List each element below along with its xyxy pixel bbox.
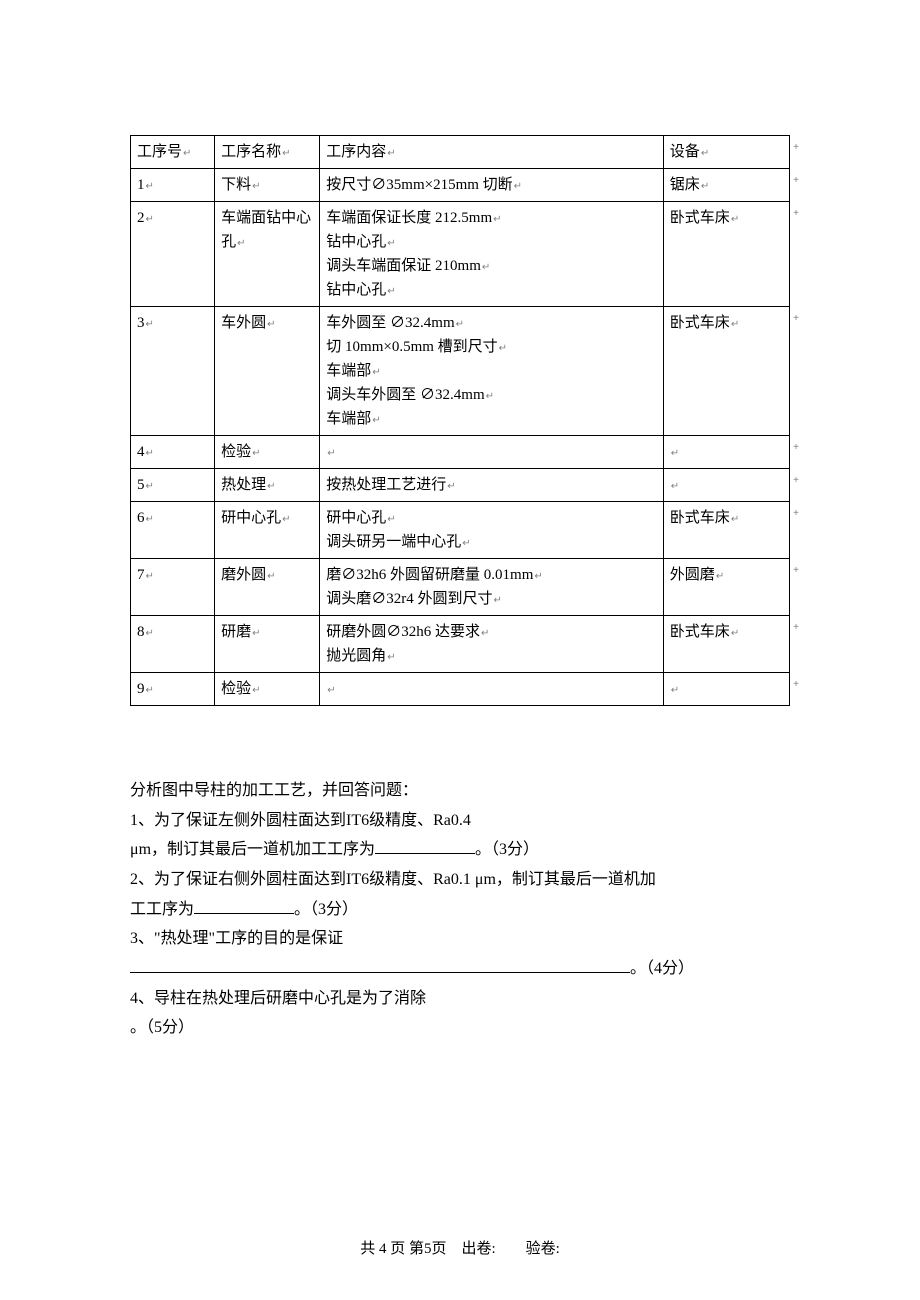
cell-num: 3↵ <box>131 307 215 436</box>
header-equip: 设备↵+ <box>663 136 789 169</box>
question-2-line1: 2、为了保证右侧外圆柱面达到IT6级精度、Ra0.1 μm，制订其最后一道机加 <box>130 865 790 895</box>
header-content: 工序内容↵ <box>320 136 664 169</box>
cell-content: 按尺寸∅35mm×215mm 切断↵ <box>320 169 664 202</box>
cell-content: 车端面保证长度 212.5mm↵钻中心孔↵调头车端面保证 210mm↵钻中心孔↵ <box>320 202 664 307</box>
table-row: 6↵研中心孔↵研中心孔↵调头研另一端中心孔↵卧式车床↵+ <box>131 502 790 559</box>
cell-content: 按热处理工艺进行↵ <box>320 469 664 502</box>
cell-name: 车端面钻中心孔↵ <box>215 202 320 307</box>
cell-num: 2↵ <box>131 202 215 307</box>
cell-num: 8↵ <box>131 616 215 673</box>
cell-equip: ↵+ <box>663 469 789 502</box>
questions-intro: 分析图中导柱的加工工艺，并回答问题： <box>130 776 790 806</box>
cell-content: 磨∅32h6 外圆留研磨量 0.01mm↵调头磨∅32r4 外圆到尺寸↵ <box>320 559 664 616</box>
plus-mark: + <box>793 140 799 156</box>
cell-name: 检验↵ <box>215 673 320 706</box>
question-2-line2: 工工序为。（3分） <box>130 895 790 925</box>
cell-content: 研中心孔↵调头研另一端中心孔↵ <box>320 502 664 559</box>
cell-name: 研中心孔↵ <box>215 502 320 559</box>
process-table: 工序号↵ 工序名称↵ 工序内容↵ 设备↵+ 1↵下料↵按尺寸∅35mm×215m… <box>130 135 790 706</box>
table-row: 4↵检验↵↵↵+ <box>131 436 790 469</box>
cell-equip: 外圆磨↵+ <box>663 559 789 616</box>
table-row: 2↵车端面钻中心孔↵车端面保证长度 212.5mm↵钻中心孔↵调头车端面保证 2… <box>131 202 790 307</box>
cell-num: 7↵ <box>131 559 215 616</box>
cell-num: 6↵ <box>131 502 215 559</box>
cell-equip: ↵+ <box>663 436 789 469</box>
cell-num: 4↵ <box>131 436 215 469</box>
cell-num: 5↵ <box>131 469 215 502</box>
cell-content: 研磨外圆∅32h6 达要求↵抛光圆角↵ <box>320 616 664 673</box>
cell-content: 车外圆至 ∅32.4mm↵切 10mm×0.5mm 槽到尺寸↵车端部↵调头车外圆… <box>320 307 664 436</box>
header-name: 工序名称↵ <box>215 136 320 169</box>
cell-content: ↵ <box>320 673 664 706</box>
cell-num: 9↵ <box>131 673 215 706</box>
blank-fill <box>194 895 294 914</box>
table-row: 9↵检验↵↵↵+ <box>131 673 790 706</box>
cell-equip: ↵+ <box>663 673 789 706</box>
cell-name: 磨外圆↵ <box>215 559 320 616</box>
return-mark: ↵ <box>387 148 395 159</box>
table-row: 8↵研磨↵研磨外圆∅32h6 达要求↵抛光圆角↵卧式车床↵+ <box>131 616 790 673</box>
cell-name: 检验↵ <box>215 436 320 469</box>
question-3-line2: 。（4分） <box>130 954 790 984</box>
return-mark: ↵ <box>282 148 290 159</box>
question-4-line2: 。（5分） <box>130 1013 790 1043</box>
question-3-line1: 3、"热处理"工序的目的是保证 <box>130 924 790 954</box>
cell-name: 研磨↵ <box>215 616 320 673</box>
cell-equip: 卧式车床↵+ <box>663 502 789 559</box>
cell-equip: 锯床↵+ <box>663 169 789 202</box>
cell-content: ↵ <box>320 436 664 469</box>
table-row: 7↵磨外圆↵磨∅32h6 外圆留研磨量 0.01mm↵调头磨∅32r4 外圆到尺… <box>131 559 790 616</box>
table-header-row: 工序号↵ 工序名称↵ 工序内容↵ 设备↵+ <box>131 136 790 169</box>
header-num: 工序号↵ <box>131 136 215 169</box>
table-row: 1↵下料↵按尺寸∅35mm×215mm 切断↵锯床↵+ <box>131 169 790 202</box>
cell-equip: 卧式车床↵+ <box>663 616 789 673</box>
footer-checker: 验卷: <box>526 1241 560 1257</box>
cell-name: 车外圆↵ <box>215 307 320 436</box>
questions-section: 分析图中导柱的加工工艺，并回答问题： 1、为了保证左侧外圆柱面达到IT6级精度、… <box>130 776 790 1043</box>
footer-maker: 出卷: <box>461 1241 495 1257</box>
return-mark: ↵ <box>183 148 191 159</box>
cell-name: 热处理↵ <box>215 469 320 502</box>
blank-fill <box>375 835 475 854</box>
footer-page: 共 4 页 第5页 <box>360 1241 446 1257</box>
blank-fill-long <box>130 954 630 973</box>
question-1-line2: μm，制订其最后一道机加工工序为。（3分） <box>130 835 790 865</box>
cell-name: 下料↵ <box>215 169 320 202</box>
table-row: 5↵热处理↵按热处理工艺进行↵↵+ <box>131 469 790 502</box>
cell-num: 1↵ <box>131 169 215 202</box>
cell-equip: 卧式车床↵+ <box>663 307 789 436</box>
cell-equip: 卧式车床↵+ <box>663 202 789 307</box>
table-row: 3↵车外圆↵车外圆至 ∅32.4mm↵切 10mm×0.5mm 槽到尺寸↵车端部… <box>131 307 790 436</box>
return-mark: ↵ <box>701 148 709 159</box>
page-footer: 共 4 页 第5页 出卷: 验卷: <box>0 1238 920 1261</box>
question-4-line1: 4、导柱在热处理后研磨中心孔是为了消除 <box>130 984 790 1014</box>
question-1-line1: 1、为了保证左侧外圆柱面达到IT6级精度、Ra0.4 <box>130 806 790 836</box>
